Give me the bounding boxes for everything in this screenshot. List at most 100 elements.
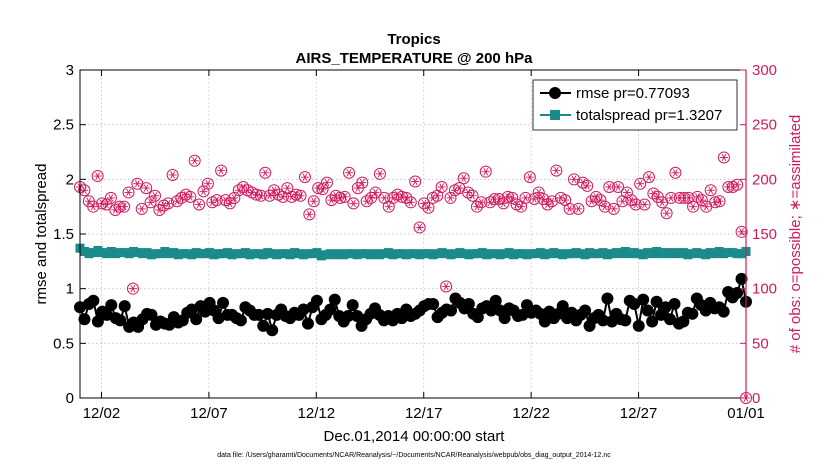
obs-point-star: [324, 178, 330, 187]
obs-point-circle: [479, 165, 492, 178]
obs-point-circle: [118, 200, 131, 213]
obs-point: [612, 180, 625, 193]
legend-totalspread-label: totalspread pr=1.3207: [576, 107, 722, 124]
obs-point-star: [262, 169, 268, 177]
obs-point-star: [351, 199, 356, 208]
obs-point-circle: [268, 184, 281, 197]
obs-point: [687, 200, 700, 213]
obs-point-circle: [126, 282, 139, 295]
obs-point: [493, 193, 506, 206]
obs-point-star: [284, 184, 290, 192]
obs-point-star: [126, 188, 131, 197]
obs-point-star: [337, 194, 343, 202]
rmse-point: [328, 293, 341, 306]
rmse-point: [145, 308, 158, 321]
obs-point: [347, 197, 360, 210]
obs-point: [140, 182, 153, 195]
obs-point-circle: [78, 184, 91, 197]
obs-point-circle: [422, 201, 435, 214]
obs-point-star: [615, 183, 621, 191]
obs-point-star: [417, 223, 423, 232]
obs-point-circle: [91, 170, 104, 183]
obs-point-star: [523, 194, 528, 202]
obs-point-star: [139, 205, 145, 213]
obs-point-circle: [470, 200, 483, 213]
rmse-point: [717, 305, 730, 318]
obs-point: [418, 197, 431, 210]
obs-point: [382, 200, 395, 213]
obs-point: [373, 167, 386, 180]
obs-point: [320, 176, 333, 189]
obs-point-circle: [687, 200, 700, 213]
obs-point-star: [381, 194, 387, 202]
obs-point: [713, 195, 726, 208]
obs-point-circle: [484, 196, 497, 209]
obs-point-star: [562, 196, 568, 204]
rmse-point: [668, 297, 681, 310]
obs-point: [559, 194, 572, 207]
obs-point: [625, 194, 638, 207]
obs-point-star: [456, 184, 462, 192]
obs-point-circle: [316, 183, 329, 196]
obs-point: [567, 173, 580, 186]
obs-point-circle: [369, 186, 382, 199]
obs-point-circle: [607, 202, 620, 215]
obs-point: [193, 198, 206, 211]
obs-point: [682, 191, 695, 204]
obs-point-star: [439, 183, 445, 191]
obs-point-star: [143, 184, 149, 192]
obs-point-circle: [634, 177, 647, 190]
obs-point: [550, 164, 563, 177]
obs-point-circle: [140, 182, 153, 195]
obs-point: [210, 194, 223, 207]
obs-point-star: [668, 194, 674, 202]
obs-point-circle: [228, 191, 241, 204]
y-axis-left: 0 0.5 1 1.5 2 2.5 3: [53, 62, 86, 407]
obs-point-circle: [717, 151, 730, 164]
rmse-point: [114, 314, 127, 327]
rmse-point: [489, 294, 502, 307]
obs-point-circle: [197, 185, 210, 198]
obs-point-circle: [735, 225, 748, 238]
obs-point-circle: [647, 187, 660, 200]
obs-point-circle: [523, 171, 536, 184]
obs-point-star: [165, 199, 171, 208]
obs-point-star: [664, 209, 669, 217]
obs-point-star: [470, 192, 475, 200]
obs-point-circle: [466, 189, 479, 202]
obs-point-star: [606, 183, 612, 191]
x-tick-label: 12/12: [298, 405, 336, 422]
obs-point-star: [377, 170, 383, 178]
obs-point-star: [620, 197, 625, 205]
legend-rmse-marker: [549, 87, 561, 99]
obs-point-circle: [307, 195, 320, 208]
obs-point-star: [474, 202, 480, 211]
obs-point-star: [536, 188, 542, 197]
obs-point-star: [192, 157, 198, 165]
y2-tick-label: 300: [752, 62, 777, 79]
obs-series: [74, 151, 752, 404]
rmse-point: [498, 312, 511, 325]
obs-point-circle: [497, 197, 510, 210]
obs-point-circle: [387, 191, 400, 204]
obs-point-circle: [642, 171, 655, 184]
obs-point: [563, 202, 576, 215]
rmse-point: [731, 287, 744, 300]
obs-point-circle: [625, 194, 638, 207]
y-tick-label: 3: [66, 62, 74, 79]
obs-point-star: [461, 174, 467, 182]
obs-point-star: [434, 192, 440, 200]
obs-point: [413, 221, 426, 234]
obs-point: [629, 198, 642, 211]
obs-point: [585, 195, 598, 208]
rmse-point: [444, 304, 457, 317]
obs-point-circle: [343, 166, 356, 179]
obs-point-circle: [519, 191, 532, 204]
y-tick-label: 0.5: [53, 335, 74, 352]
obs-point: [642, 171, 655, 184]
rmse-point: [252, 308, 265, 321]
obs-point-star: [686, 194, 692, 202]
obs-point: [731, 178, 744, 191]
obs-point-star: [496, 195, 502, 203]
x-tick-label: 12/07: [190, 405, 228, 422]
